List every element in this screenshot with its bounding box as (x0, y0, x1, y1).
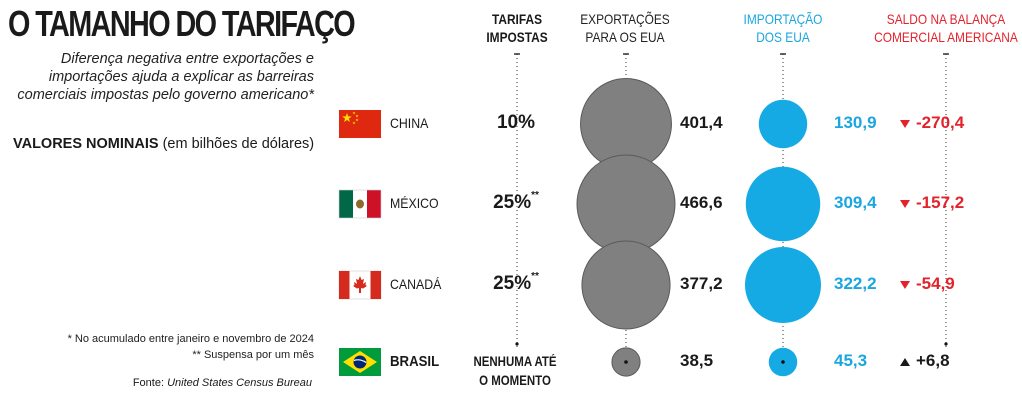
balance-end-dot (944, 342, 948, 346)
header-exports: EXPORTAÇÕES PARA OS EUA (570, 10, 681, 46)
mexico-flag-green (339, 190, 353, 218)
header-tariffs: TARIFAS IMPOSTAS (462, 10, 573, 46)
china-flag-star (342, 113, 352, 123)
imports-value-3: 45,3 (834, 351, 868, 370)
balance-value-2: -54,9 (916, 274, 955, 293)
balance-value-0: -270,4 (916, 113, 965, 132)
imports-circle-1 (745, 166, 821, 242)
country-label-2: CANADÁ (390, 276, 442, 292)
imports-value-2: 322,2 (834, 274, 877, 293)
header-balance-line2: COMERCIAL AMERICANA (874, 29, 1018, 45)
header-imports-line1: IMPORTAÇÃO (743, 11, 823, 27)
source: Fonte: United States Census Bureau (133, 377, 312, 389)
china-flag-small-star-1 (355, 114, 359, 118)
exports-circle-1 (576, 154, 676, 254)
page-title: O TAMANHO DO TARIFAÇO (8, 3, 356, 44)
canada-flag-left (339, 271, 350, 299)
exports-value-2: 377,2 (680, 274, 723, 293)
imports-value-0: 130,9 (834, 113, 877, 132)
brazil-flag (339, 348, 381, 376)
tariff-value-2: 25%** (466, 271, 566, 295)
brazil-flag-globe (353, 355, 367, 369)
exports-value-3: 38,5 (680, 351, 714, 370)
source-name: United States Census Bureau (167, 377, 312, 389)
country-label-0: CHINA (390, 115, 429, 131)
china-flag-small-star-2 (355, 118, 359, 122)
header-balance: SALDO NA BALANÇA COMERCIAL AMERICANA (870, 10, 1022, 46)
source-label: Fonte: (132, 377, 168, 389)
china-flag (339, 110, 381, 138)
tariff-value-1: 25%** (466, 190, 566, 214)
china-flag-field (339, 110, 381, 138)
footnote-1: * No acumulado entre janeiro e novembro … (67, 333, 314, 345)
units-label: VALORES NOMINAIS (em bilhões de dólares) (13, 136, 314, 152)
canada-flag-right (370, 271, 381, 299)
balance-value-3: +6,8 (916, 351, 950, 370)
trend-up-icon-3 (900, 358, 910, 366)
subtitle: Diferença negativa entre exportações e i… (17, 51, 314, 103)
mexico-flag-red (367, 190, 381, 218)
header-imports-line2: DOS EUA (756, 29, 810, 45)
exports-value-0: 401,4 (680, 113, 723, 132)
header-exports-line1: EXPORTAÇÕES (580, 11, 670, 27)
imports-center-dot (781, 360, 785, 364)
china-flag-small-star-0 (352, 111, 356, 115)
imports-circle-2 (745, 247, 821, 323)
trend-down-icon-1 (900, 200, 910, 208)
tariff-text-1: 25% (493, 192, 532, 213)
imports-circle-0 (758, 99, 808, 149)
tariff-mark-2: ** (531, 271, 539, 282)
country-label-3: BRASIL (390, 353, 440, 370)
country-label-1: MÉXICO (390, 195, 439, 211)
canada-flag (338, 270, 382, 300)
balance-value-1: -157,2 (916, 193, 965, 212)
units-rest: (em bilhões de dólares) (158, 136, 315, 152)
header-exports-line2: PARA OS EUA (585, 29, 665, 45)
canada-flag-leaf (353, 276, 367, 293)
units-bold: VALORES NOMINAIS (13, 136, 159, 152)
exports-circle-2 (581, 240, 671, 330)
mexico-flag-border (338, 189, 382, 219)
exports-center-dot (624, 360, 628, 364)
tariff-mark-1: ** (531, 190, 539, 201)
header-tariffs-line1: TARIFAS (491, 11, 543, 27)
tariff-value-3: NENHUMA ATÉ O MOMENTO (473, 354, 557, 388)
header-tariffs-line2: IMPOSTAS (486, 29, 548, 45)
mexico-flag-emblem (356, 199, 364, 209)
tariff-text-0: 10% (496, 112, 536, 133)
mexico-flag (338, 189, 382, 219)
tariff-end-dot (515, 342, 519, 346)
header-balance-line1: SALDO NA BALANÇA (886, 11, 1006, 27)
header-imports: IMPORTAÇÃO DOS EUA (728, 10, 839, 46)
exports-value-1: 466,6 (680, 193, 723, 212)
tariff-value-0: 10% (466, 112, 566, 134)
trend-down-icon-0 (900, 120, 910, 128)
tariff-text-2: 25% (493, 273, 532, 294)
brazil-flag-band (353, 359, 367, 364)
trend-down-icon-2 (900, 281, 910, 289)
imports-value-1: 309,4 (834, 193, 877, 212)
footnote-2: ** Suspensa por um mês (192, 349, 314, 361)
china-flag-small-star-3 (352, 121, 356, 125)
